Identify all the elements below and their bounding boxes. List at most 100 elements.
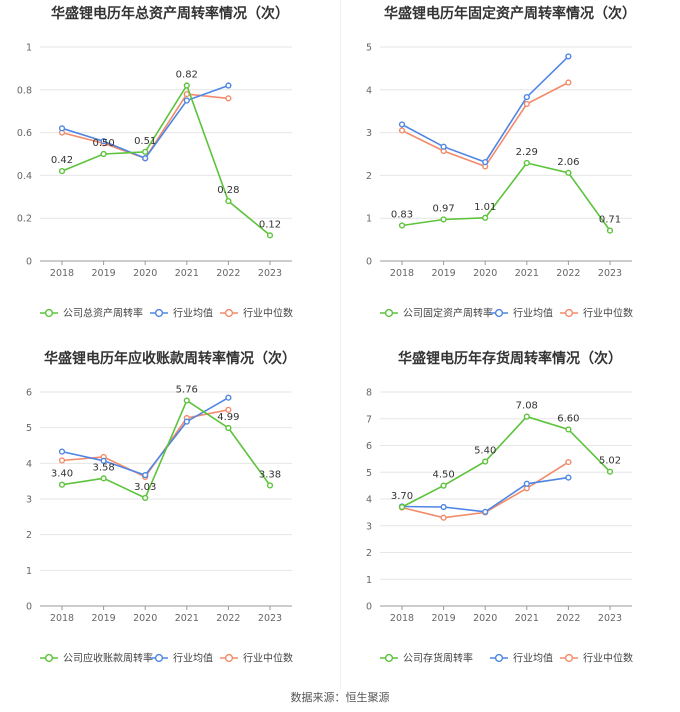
y-tick-label: 0.6 xyxy=(17,128,32,139)
data-point-company xyxy=(482,214,489,221)
legend-marker-icon xyxy=(224,308,234,318)
data-point-company xyxy=(565,169,572,176)
series-line-avg xyxy=(401,55,569,164)
y-tick-label: 8 xyxy=(366,388,372,399)
legend-item-company: 公司固定资产周转率 xyxy=(380,307,493,320)
data-point-company xyxy=(58,168,66,175)
y-tick-label: 1 xyxy=(26,43,32,54)
chart-svg: 华盛锂电历年固定资产周转率情况（次） 0 1 2 3 4 5 2018 2019 2020 2021… xyxy=(366,5,636,320)
x-tick-label: 2021 xyxy=(175,268,199,279)
panel-divider xyxy=(340,0,341,690)
data-point-avg xyxy=(100,457,107,464)
data-point-company xyxy=(523,413,530,420)
y-tick-label: 5 xyxy=(26,423,32,434)
chart-title: 华盛锂电历年应收账款周转率情况（次） xyxy=(44,350,296,367)
legend-label: 公司应收账款周转率 xyxy=(63,652,153,665)
data-label: 5.76 xyxy=(176,385,198,396)
y-tick-label: 7 xyxy=(366,414,372,425)
legend-item-median: 行业中位数 xyxy=(220,652,293,665)
data-point-median xyxy=(58,457,66,464)
data-point-company xyxy=(183,82,190,89)
chart-panel-fixed-asset-turnover: 华盛锂电历年固定资产周转率情况（次） 0 1 2 3 4 5 2018 2019 2020 2021… xyxy=(340,0,680,345)
data-label: 0.82 xyxy=(176,70,198,81)
legend-label: 行业均值 xyxy=(173,652,213,665)
data-point-avg xyxy=(440,143,447,150)
x-tick-label: 2022 xyxy=(216,613,240,624)
data-point-company xyxy=(440,482,447,489)
y-tick-label: 6 xyxy=(366,441,372,452)
data-point-avg xyxy=(58,125,66,132)
chart-svg: 华盛锂电历年总资产周转率情况（次） 0 0.2 0.4 0.6 0.8 1 2018 2019 2… xyxy=(17,5,293,320)
data-label: 6.60 xyxy=(557,413,579,424)
legend-marker-icon xyxy=(44,653,54,663)
data-label: 2.29 xyxy=(516,147,538,158)
data-label: 0.83 xyxy=(391,209,413,220)
data-label: 1.01 xyxy=(474,202,496,213)
y-tick-label: 4 xyxy=(366,85,372,96)
x-tick-label: 2023 xyxy=(258,268,282,279)
data-point-avg xyxy=(523,480,530,487)
data-point-company xyxy=(266,232,274,239)
y-tick-label: 4 xyxy=(26,459,32,470)
y-tick-label: 0 xyxy=(366,602,372,613)
legend-item-median: 行业中位数 xyxy=(560,652,633,665)
y-tick-label: 2 xyxy=(366,548,372,559)
legend-label: 公司存货周转率 xyxy=(403,652,473,665)
data-point-median xyxy=(565,458,572,466)
data-point-company xyxy=(398,503,406,511)
x-tick-label: 2018 xyxy=(50,268,74,279)
data-point-avg xyxy=(225,82,232,89)
y-tick-label: 5 xyxy=(366,43,372,54)
x-tick-label: 2020 xyxy=(133,613,157,624)
legend-label: 行业中位数 xyxy=(243,652,293,665)
x-tick-label: 2022 xyxy=(556,268,580,279)
data-point-median xyxy=(565,79,572,86)
data-point-avg xyxy=(183,97,190,104)
legend-label: 行业均值 xyxy=(173,307,213,320)
data-point-avg xyxy=(100,138,107,145)
data-point-company xyxy=(183,397,190,404)
y-tick-label: 3 xyxy=(366,521,372,532)
chart-title: 华盛锂电历年固定资产周转率情况（次） xyxy=(384,5,636,22)
data-point-company xyxy=(266,482,274,489)
data-point-median xyxy=(398,127,406,134)
data-point-company xyxy=(142,494,149,502)
data-point-avg xyxy=(565,53,572,60)
legend-marker-icon xyxy=(494,308,504,318)
chart-panel-total-asset-turnover: 华盛锂电历年总资产周转率情况（次） 0 0.2 0.4 0.6 0.8 1 2018 2019 2… xyxy=(0,0,340,345)
data-point-median xyxy=(225,95,232,102)
data-label: 3.03 xyxy=(134,482,156,493)
data-label: 2.06 xyxy=(557,157,579,168)
legend-label: 公司总资产周转率 xyxy=(63,307,143,320)
data-point-company xyxy=(142,148,149,155)
y-tick-label: 3 xyxy=(366,128,372,139)
legend-item-median: 行业中位数 xyxy=(560,307,633,320)
data-point-company xyxy=(58,481,66,488)
data-point-company xyxy=(482,458,489,465)
data-point-company xyxy=(565,426,572,433)
x-tick-label: 2021 xyxy=(175,613,199,624)
x-tick-label: 2021 xyxy=(515,268,539,279)
legend-marker-icon xyxy=(494,653,504,663)
data-point-company xyxy=(100,475,107,482)
data-point-company xyxy=(606,468,614,475)
x-tick-label: 2022 xyxy=(556,613,580,624)
y-tick-label: 2 xyxy=(26,530,32,541)
legend-item-company: 公司存货周转率 xyxy=(380,652,473,665)
y-tick-label: 0 xyxy=(366,257,372,268)
data-point-avg xyxy=(482,508,489,515)
x-tick-label: 2018 xyxy=(390,613,414,624)
y-tick-label: 0 xyxy=(26,602,32,613)
chart-title: 华盛锂电历年总资产周转率情况（次） xyxy=(51,5,289,22)
x-tick-label: 2019 xyxy=(92,268,116,279)
series-line-company xyxy=(61,399,271,499)
data-label: 5.02 xyxy=(599,456,621,467)
data-point-avg xyxy=(523,93,530,101)
data-label: 0.51 xyxy=(134,136,156,147)
data-source-note: 数据来源：恒生聚源 xyxy=(290,691,390,704)
legend-marker-icon xyxy=(564,653,574,663)
y-tick-label: 2 xyxy=(366,171,372,182)
legend-label: 行业中位数 xyxy=(583,652,633,665)
x-tick-label: 2022 xyxy=(216,268,240,279)
chart-panel-inventory-turnover: 华盛锂电历年存货周转率情况（次） 0 1 2 3 4 5 6 7 8 2018 2019 2020 202… xyxy=(340,345,680,690)
